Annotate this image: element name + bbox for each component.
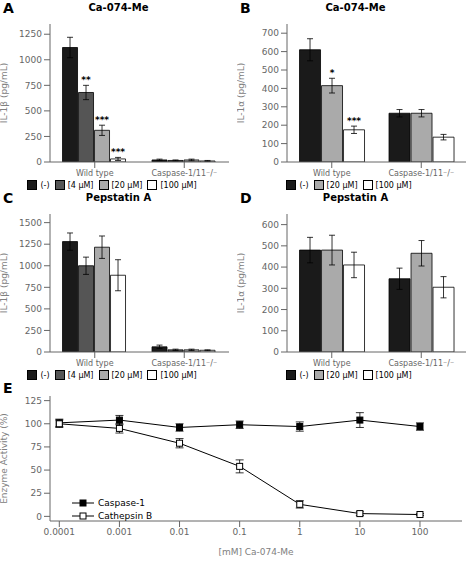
svg-text:200: 200 [262, 120, 279, 130]
html-text:[20 μM]: [20 μM] [326, 370, 358, 380]
svg-text:125: 125 [25, 396, 42, 406]
html-text:Caspase-1: Caspase-1 [98, 498, 145, 508]
svg-text:600: 600 [262, 220, 279, 230]
svg-text:750: 750 [25, 81, 42, 91]
html-text:[100 μM]: [100 μM] [375, 370, 412, 380]
svg-text:Enzyme Activity (%): Enzyme Activity (%) [8, 413, 9, 504]
svg-text:*: * [330, 68, 335, 78]
html-text:[100 μM]: [100 μM] [160, 180, 197, 190]
svg-text:75: 75 [31, 442, 42, 452]
svg-text:0: 0 [36, 157, 42, 167]
svg-text:1500: 1500 [19, 218, 42, 228]
svg-text:400: 400 [262, 262, 279, 272]
svg-text:***: *** [347, 116, 361, 126]
html-text:Cathepsin B: Cathepsin B [98, 511, 153, 521]
svg-text:100: 100 [25, 419, 42, 429]
svg-text:0.1: 0.1 [232, 527, 246, 537]
svg-text:[mM] Ca-074-Me: [mM] Ca-074-Me [218, 547, 294, 557]
svg-text:IL-1β (pg/mL): IL-1β (pg/mL) [8, 253, 9, 313]
html-text:A: A [3, 0, 14, 16]
svg-text:1000: 1000 [19, 55, 42, 65]
html-text:[20 μM]: [20 μM] [326, 180, 358, 190]
html-text:[20 μM]: [20 μM] [111, 370, 143, 380]
svg-text:***: *** [95, 115, 109, 125]
svg-text:0: 0 [36, 347, 42, 357]
html-text:Ca-074-Me: Ca-074-Me [325, 2, 386, 13]
svg-text:IL-1α (pg/mL): IL-1α (pg/mL) [237, 63, 246, 124]
html-text:B: B [240, 0, 251, 16]
svg-text:0: 0 [273, 347, 279, 357]
svg-text:50: 50 [31, 465, 43, 475]
html-text:C: C [3, 190, 14, 206]
svg-text:250: 250 [25, 326, 42, 336]
svg-text:Caspase-1/11⁻/⁻: Caspase-1/11⁻/⁻ [151, 359, 217, 368]
svg-text:25: 25 [31, 488, 42, 498]
html-text:E: E [3, 380, 13, 396]
html-text:Pepstatin A: Pepstatin A [85, 192, 152, 203]
svg-text:600: 600 [262, 47, 279, 57]
svg-text:500: 500 [262, 241, 279, 251]
svg-text:10: 10 [354, 527, 366, 537]
svg-text:Wild type: Wild type [76, 359, 114, 368]
html-text:[100 μM]: [100 μM] [160, 370, 197, 380]
svg-text:500: 500 [25, 304, 42, 314]
html-text:D: D [240, 190, 252, 206]
svg-text:Wild type: Wild type [313, 169, 351, 178]
svg-text:100: 100 [262, 139, 279, 149]
svg-text:500: 500 [25, 106, 42, 116]
svg-text:**: ** [81, 75, 91, 85]
svg-text:Wild type: Wild type [76, 169, 114, 178]
svg-text:1250: 1250 [19, 239, 42, 249]
svg-text:Caspase-1/11⁻/⁻: Caspase-1/11⁻/⁻ [388, 359, 454, 368]
svg-text:100: 100 [411, 527, 428, 537]
svg-text:Caspase-1/11⁻/⁻: Caspase-1/11⁻/⁻ [151, 169, 217, 178]
svg-text:250: 250 [25, 132, 42, 142]
svg-text:0: 0 [36, 512, 42, 522]
svg-text:0.001: 0.001 [107, 527, 133, 537]
html-text:[4 μM]: [4 μM] [67, 180, 94, 190]
svg-text:1000: 1000 [19, 261, 42, 271]
svg-text:0: 0 [273, 157, 279, 167]
html-text:[20 μM]: [20 μM] [111, 180, 143, 190]
svg-text:0.01: 0.01 [170, 527, 190, 537]
svg-text:IL-1β (pg/mL): IL-1β (pg/mL) [8, 63, 9, 123]
svg-text:500: 500 [262, 65, 279, 75]
svg-text:***: *** [111, 147, 125, 157]
svg-text:Wild type: Wild type [313, 359, 351, 368]
svg-text:IL-1α (pg/mL): IL-1α (pg/mL) [237, 253, 246, 314]
svg-text:100: 100 [262, 326, 279, 336]
svg-text:1: 1 [297, 527, 303, 537]
svg-text:Caspase-1/11⁻/⁻: Caspase-1/11⁻/⁻ [388, 169, 454, 178]
svg-text:750: 750 [25, 283, 42, 293]
html-text:[4 μM]: [4 μM] [67, 370, 94, 380]
html-text:Pepstatin A: Pepstatin A [322, 192, 389, 203]
html-text:Ca-074-Me: Ca-074-Me [88, 2, 149, 13]
svg-text:400: 400 [262, 84, 279, 94]
svg-text:300: 300 [262, 102, 279, 112]
svg-text:1250: 1250 [19, 29, 42, 39]
svg-text:700: 700 [262, 28, 279, 38]
svg-text:200: 200 [262, 305, 279, 315]
svg-text:300: 300 [262, 284, 279, 294]
html-text:[100 μM]: [100 μM] [375, 180, 412, 190]
svg-text:0.0001: 0.0001 [44, 527, 76, 537]
